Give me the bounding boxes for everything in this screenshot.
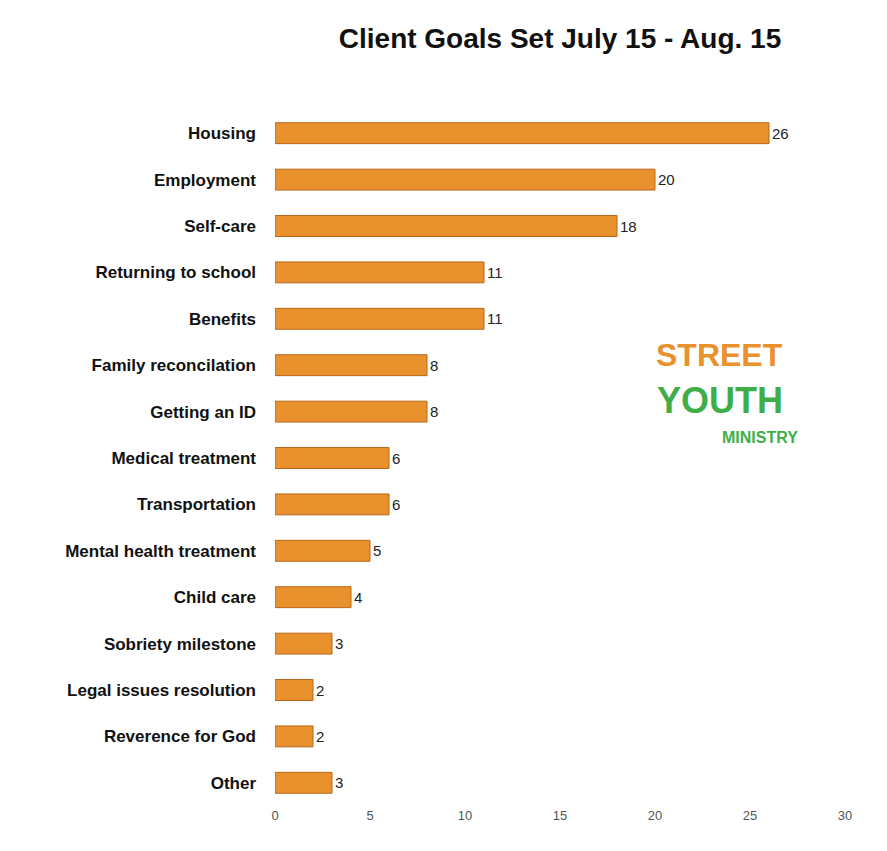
svg-text:Employment: Employment	[154, 171, 256, 190]
svg-text:5: 5	[373, 542, 381, 559]
svg-text:3: 3	[335, 774, 343, 791]
svg-text:11: 11	[487, 264, 503, 281]
svg-text:25: 25	[743, 808, 757, 823]
svg-text:5: 5	[366, 808, 373, 823]
svg-text:Returning to school: Returning to school	[95, 263, 256, 282]
svg-text:26: 26	[772, 125, 789, 142]
svg-text:4: 4	[354, 589, 362, 606]
svg-text:0: 0	[271, 808, 278, 823]
svg-text:Mental health treatment: Mental health treatment	[65, 542, 256, 561]
svg-text:6: 6	[392, 450, 400, 467]
svg-text:Housing: Housing	[188, 124, 256, 143]
svg-text:Child care: Child care	[174, 588, 256, 607]
svg-text:YOUTH: YOUTH	[657, 380, 783, 421]
svg-text:10: 10	[458, 808, 472, 823]
svg-text:Getting an ID: Getting an ID	[150, 403, 256, 422]
svg-text:8: 8	[430, 357, 438, 374]
svg-text:6: 6	[392, 496, 400, 513]
svg-text:8: 8	[430, 403, 438, 420]
svg-text:STREET: STREET	[656, 337, 783, 373]
svg-text:Self-care: Self-care	[184, 217, 256, 236]
svg-text:Sobriety milestone: Sobriety milestone	[104, 635, 256, 654]
svg-text:18: 18	[620, 218, 637, 235]
svg-text:11: 11	[487, 310, 503, 327]
svg-text:20: 20	[648, 808, 662, 823]
svg-text:Family reconcilation: Family reconcilation	[92, 356, 256, 375]
svg-text:Transportation: Transportation	[137, 495, 256, 514]
svg-text:Other: Other	[211, 774, 257, 793]
svg-text:30: 30	[838, 808, 852, 823]
svg-text:2: 2	[316, 682, 324, 699]
svg-text:Benefits: Benefits	[189, 310, 256, 329]
svg-text:15: 15	[553, 808, 567, 823]
svg-text:Reverence for God: Reverence for God	[104, 727, 256, 746]
svg-text:Medical treatment: Medical treatment	[111, 449, 256, 468]
svg-text:20: 20	[658, 171, 675, 188]
svg-text:Legal issues resolution: Legal issues resolution	[67, 681, 256, 700]
svg-text:MINISTRY: MINISTRY	[722, 429, 798, 446]
svg-text:3: 3	[335, 635, 343, 652]
svg-text:2: 2	[316, 728, 324, 745]
svg-text:Client Goals Set July 15 - Aug: Client Goals Set July 15 - Aug. 15	[339, 23, 781, 54]
